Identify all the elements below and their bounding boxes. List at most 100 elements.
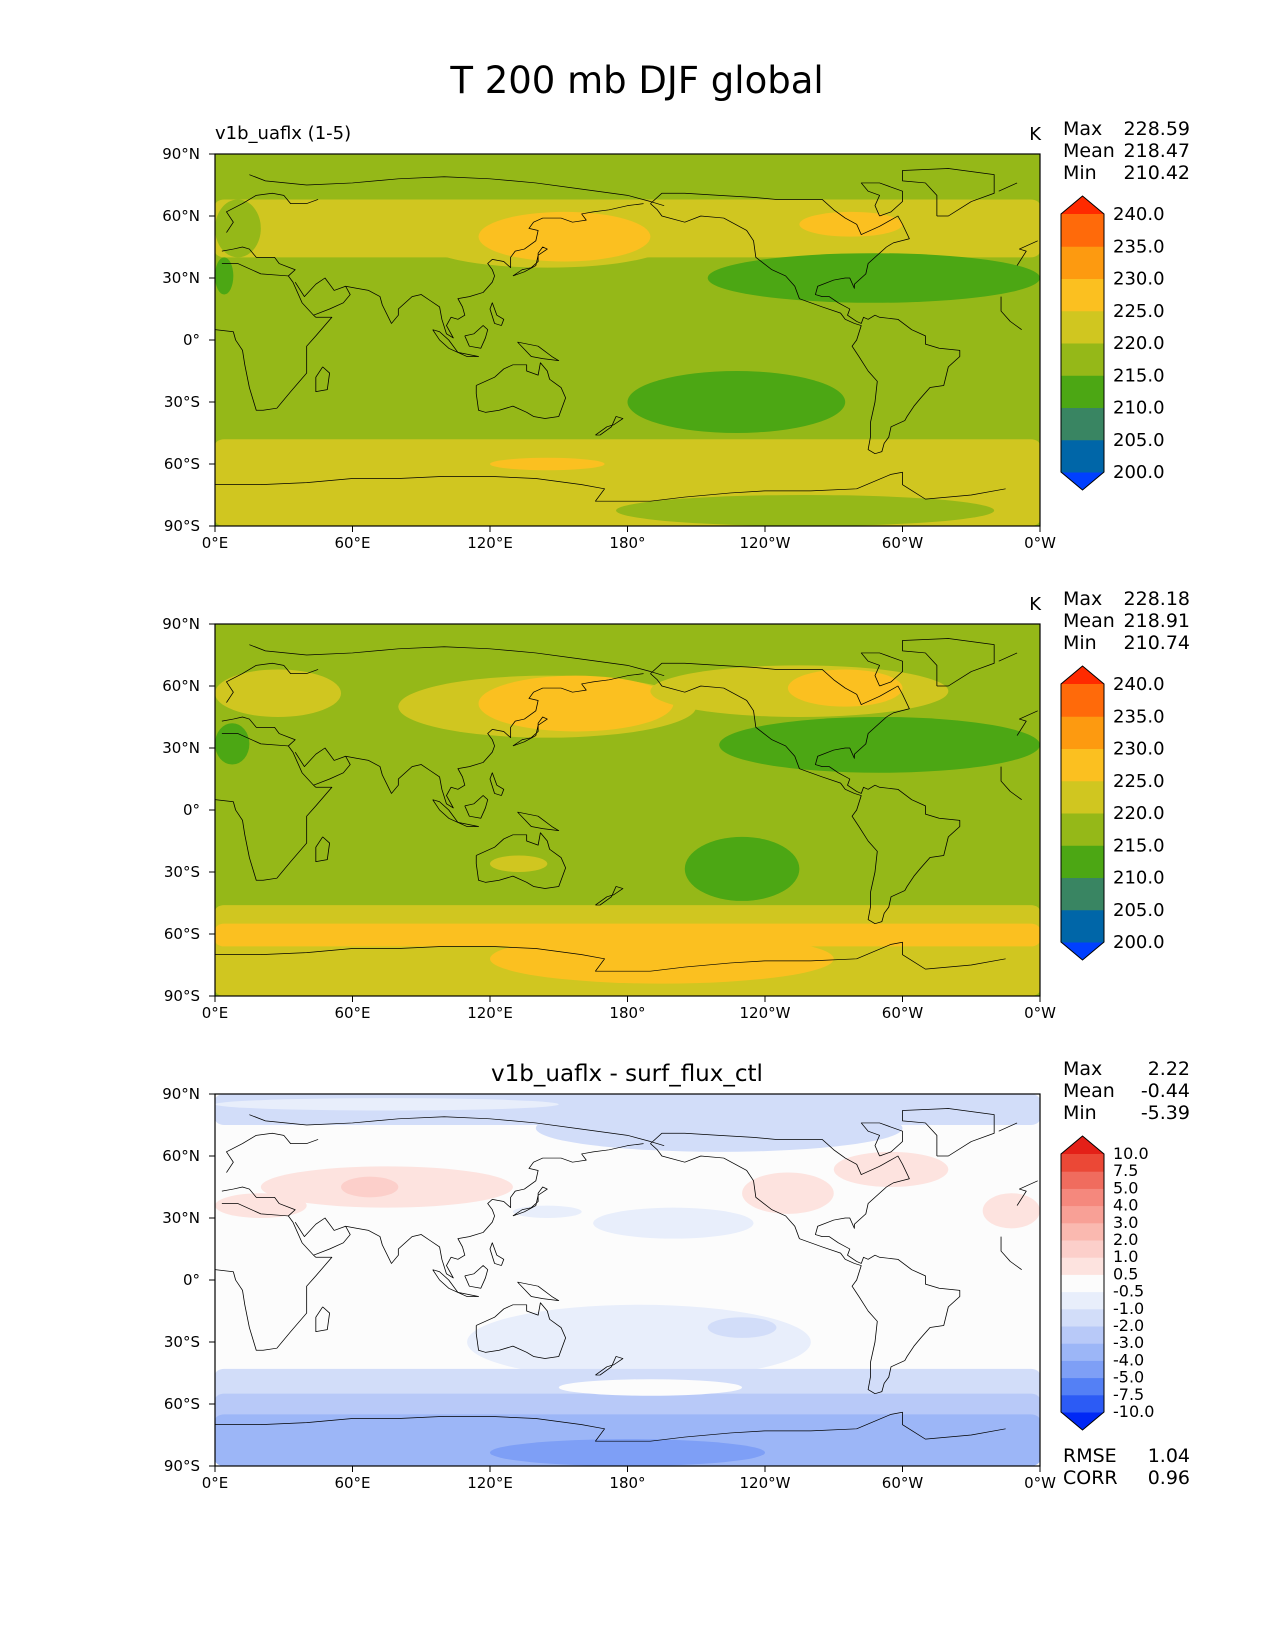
coastline-segment	[902, 638, 995, 687]
coastline-segment	[517, 811, 560, 832]
colorbar-segment	[1061, 716, 1104, 749]
coastline-segment	[345, 1143, 644, 1279]
max-value: 228.18	[1124, 588, 1190, 610]
min-value: 210.42	[1124, 162, 1190, 184]
y-tick-label: 90°S	[164, 987, 200, 1005]
coastline-segment	[432, 329, 459, 353]
y-tick-label: 60°N	[162, 1147, 200, 1165]
y-tick-label: 60°S	[164, 455, 200, 473]
mean-label: Mean	[1063, 140, 1115, 162]
stats-box: Max 228.59 Mean 218.47 Min 210.42	[1063, 118, 1190, 184]
colorbar-label: 240.0	[1113, 204, 1165, 225]
coastline-segment	[902, 1108, 995, 1157]
coastline-segment	[489, 302, 505, 326]
coastline-segment	[595, 886, 624, 906]
y-tick-label: 60°N	[162, 207, 200, 225]
contour-region	[535, 1104, 903, 1152]
coastline-segment	[215, 1411, 1006, 1442]
colorbar-segment	[1061, 877, 1104, 911]
rmse-label: RMSE	[1063, 1445, 1117, 1467]
contour-region	[341, 1176, 399, 1198]
contour-region	[593, 1207, 754, 1239]
contour-region	[627, 371, 846, 433]
max-value: 2.22	[1148, 1058, 1190, 1080]
colorbar-segment	[1061, 407, 1104, 441]
coastline-segment	[315, 836, 330, 863]
coastline-segment	[464, 1265, 489, 1289]
coastlines	[215, 168, 1038, 502]
contour-region	[799, 211, 903, 237]
x-tick-label: 120°E	[467, 1004, 513, 1022]
coastline-segment	[489, 1242, 505, 1266]
mean-label: Mean	[1063, 1080, 1115, 1102]
coastline-segment	[226, 662, 1038, 736]
y-tick-label: 90°S	[164, 1457, 200, 1475]
colorbar-label: 4.0	[1113, 1196, 1138, 1215]
contour-region	[490, 855, 548, 872]
rmse-value: 1.04	[1148, 1445, 1190, 1467]
coastline-segment	[294, 747, 351, 786]
coastline-segment	[315, 366, 330, 393]
mean-label: Mean	[1063, 610, 1115, 632]
colorbar-extend-high	[1061, 666, 1104, 684]
contour-region	[684, 836, 800, 901]
y-tick-label: 30°N	[162, 269, 200, 287]
coastline-segment	[315, 1306, 330, 1333]
colorbar: 10.07.55.04.03.02.01.00.5-0.5-1.0-2.0-3.…	[1060, 1135, 1154, 1431]
x-tick-label: 180°	[609, 534, 645, 552]
colorbar-label: -3.0	[1113, 1333, 1144, 1352]
coastline-segment	[457, 352, 479, 357]
x-tick-label: 120°W	[740, 1474, 791, 1492]
panel-title: v1b_uaflx - surf_flux_ctl	[491, 1061, 763, 1087]
coastline-segment	[294, 1217, 351, 1256]
coastline-segment	[464, 795, 489, 819]
max-label: Max	[1063, 1058, 1102, 1080]
y-tick-label: 0°	[183, 1271, 200, 1289]
max-value: 228.59	[1124, 118, 1190, 140]
figure-title: T 200 mb DJF global	[449, 59, 823, 102]
contour-region	[215, 1193, 307, 1218]
max-label: Max	[1063, 118, 1102, 140]
y-tick-label: 30°N	[162, 739, 200, 757]
x-tick-label: 0°W	[1024, 534, 1056, 552]
coastlines	[215, 638, 1038, 972]
x-tick-label: 0°E	[202, 1004, 229, 1022]
coastline-segment	[215, 1215, 1022, 1351]
contour-region	[616, 495, 995, 526]
colorbar-label: -5.0	[1113, 1368, 1144, 1387]
contour-region	[478, 211, 651, 262]
colorbar-segment	[1061, 310, 1104, 344]
y-tick-label: 30°S	[164, 393, 200, 411]
panel-model: v1b_uaflx (1-5) K 90°N 60°N 30°N 0° 30°S 60°S…	[162, 118, 1190, 552]
x-tick-label: 0°W	[1024, 1474, 1056, 1492]
coastline-segment	[517, 1281, 560, 1302]
coastline-segment	[345, 673, 644, 809]
coastline-segment	[860, 652, 903, 687]
colorbar-label: 220.0	[1113, 333, 1165, 354]
colorbar-segment	[1061, 1257, 1104, 1275]
colorbar-label: 240.0	[1113, 674, 1165, 695]
colorbar-segment	[1061, 780, 1104, 814]
colorbar-segment	[1061, 439, 1104, 473]
corr-value: 0.96	[1148, 1467, 1190, 1489]
colorbar-label: -1.0	[1113, 1299, 1144, 1318]
contour-region	[833, 1151, 949, 1187]
colorbar-segment	[1061, 1291, 1104, 1310]
y-tick-label: 30°S	[164, 1333, 200, 1351]
colorbar-label: 235.0	[1113, 236, 1165, 257]
colorbar-segment	[1061, 813, 1104, 846]
colorbar-label: -7.5	[1113, 1385, 1144, 1404]
contour-region	[707, 1317, 777, 1338]
colorbar-segment	[1061, 1274, 1104, 1293]
coastline-segment	[215, 941, 1006, 972]
colorbar-segment	[1061, 748, 1104, 782]
colorbar-segment	[1061, 246, 1104, 279]
stats-box: Max 228.18 Mean 218.91 Min 210.74	[1063, 588, 1190, 654]
x-tick-label: 60°W	[882, 1004, 924, 1022]
colorbar-label: 7.5	[1113, 1161, 1138, 1180]
corr-label: CORR	[1063, 1467, 1118, 1489]
max-label: Max	[1063, 588, 1102, 610]
x-tick-label: 0°E	[202, 534, 229, 552]
x-tick-label: 120°E	[467, 1474, 513, 1492]
